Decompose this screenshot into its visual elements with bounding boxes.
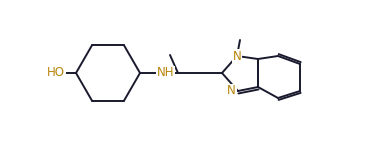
Text: N: N — [232, 49, 241, 62]
Text: N: N — [227, 85, 236, 98]
Text: NH: NH — [157, 66, 174, 80]
Text: HO: HO — [47, 66, 65, 80]
